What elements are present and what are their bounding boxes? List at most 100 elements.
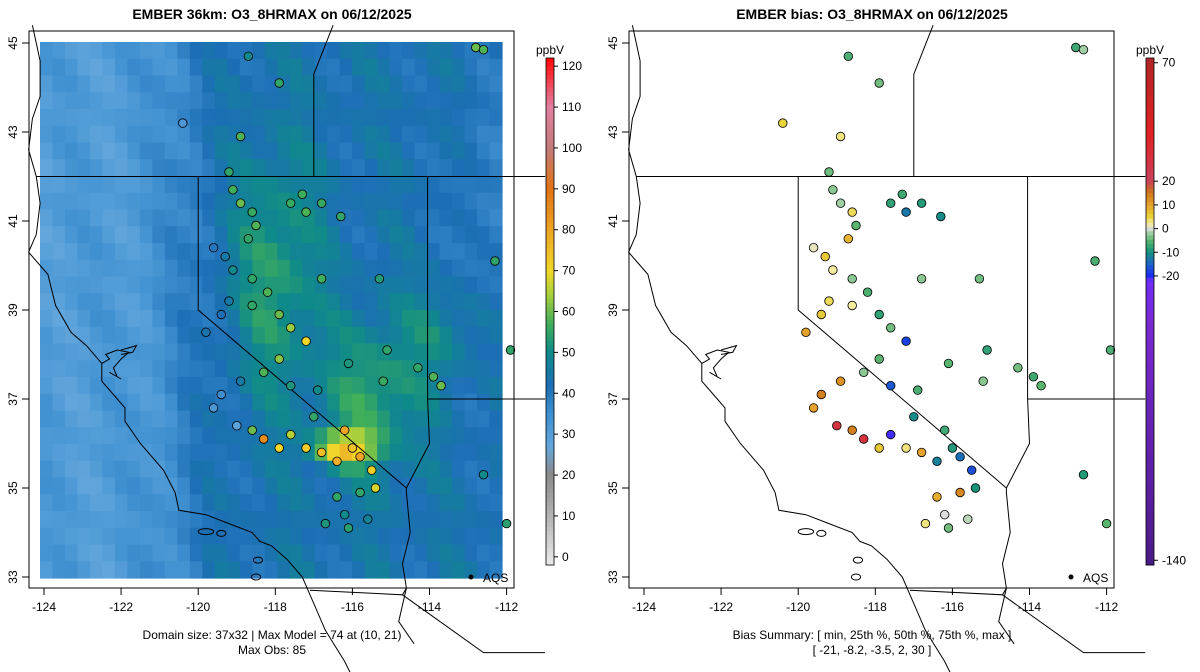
model-grid-cell <box>239 310 253 328</box>
model-grid-cell <box>452 460 466 479</box>
model-grid-cell <box>377 92 391 110</box>
bay-shoreline <box>701 349 730 380</box>
left-title: EMBER 36km: O3_8HRMAX on 06/12/2025 <box>132 6 412 22</box>
model-grid-cell <box>202 58 216 77</box>
model-grid-cell <box>302 142 316 160</box>
model-grid-cell <box>139 494 153 512</box>
model-grid-cell <box>427 42 441 60</box>
model-grid-cell <box>464 293 478 311</box>
model-grid-cell <box>464 561 478 579</box>
model-grid-cell <box>214 109 228 127</box>
colorbar-segment <box>546 332 554 338</box>
model-grid-cell <box>239 477 253 495</box>
model-grid-cell <box>352 511 366 529</box>
colorbar-segment <box>1146 83 1154 89</box>
model-grid-cell <box>452 209 466 227</box>
obs-site-marker <box>247 274 257 284</box>
model-grid-cell <box>414 109 428 127</box>
obs-site-marker <box>843 51 854 62</box>
model-grid-cell <box>239 360 253 378</box>
colorbar-segment <box>546 341 554 346</box>
model-grid-cell <box>489 192 503 211</box>
colorbar-segment <box>1146 252 1154 258</box>
model-grid-cell <box>414 159 428 177</box>
model-grid-cell <box>452 42 466 60</box>
model-grid-cell <box>377 427 391 445</box>
colorbar-segment <box>1146 298 1154 304</box>
model-grid-cell <box>164 544 178 562</box>
model-grid-cell <box>364 494 378 512</box>
model-grid-cell <box>427 427 441 445</box>
model-grid-cell <box>327 393 341 412</box>
model-grid-cell <box>477 209 491 227</box>
obs-site-marker <box>862 287 873 297</box>
model-grid-cell <box>314 343 328 361</box>
x-tick-label: -122 <box>709 600 733 614</box>
model-grid-cell <box>264 75 278 93</box>
obs-site-marker <box>920 518 931 529</box>
colorbar-segment <box>546 400 554 405</box>
colorbar-segment <box>1146 214 1154 220</box>
model-grid-cell <box>414 293 428 311</box>
model-grid-cell <box>314 243 328 261</box>
model-grid-cell <box>189 209 203 227</box>
colorbar-segment <box>546 446 554 452</box>
model-grid-cell <box>302 360 316 378</box>
model-grid-cell <box>402 226 416 244</box>
colorbar-segment <box>1146 510 1154 515</box>
colorbar-segment <box>546 307 554 312</box>
model-grid-cell <box>402 310 416 328</box>
colorbar-segment <box>546 434 554 439</box>
model-grid-cell <box>214 343 228 361</box>
model-grid-cell <box>277 109 291 127</box>
obs-site-marker <box>316 198 327 208</box>
model-grid-cell <box>164 444 178 462</box>
model-grid-cell <box>189 360 203 378</box>
model-grid-cell <box>64 276 79 294</box>
model-grid-cell <box>464 58 478 77</box>
island-outline <box>852 556 864 564</box>
colorbar-tick-label: 70 <box>562 264 576 278</box>
model-grid-cell <box>264 176 278 194</box>
model-grid-cell <box>477 159 491 177</box>
model-grid-cell <box>214 410 228 428</box>
model-grid-cell <box>52 410 66 428</box>
model-grid-cell <box>314 75 328 93</box>
model-grid-cell <box>377 226 391 244</box>
model-grid-cell <box>64 192 79 211</box>
model-grid-cell <box>377 444 391 462</box>
model-grid-cell <box>139 226 153 244</box>
model-grid-cell <box>489 494 503 512</box>
right-colorbar-unit: ppbV <box>1136 43 1164 57</box>
colorbar-segment <box>1146 374 1154 380</box>
model-grid-cell <box>164 410 178 428</box>
obs-site-marker <box>232 421 242 431</box>
colorbar-segment <box>1146 176 1154 182</box>
model-grid-cell <box>264 58 278 77</box>
model-grid-cell <box>189 142 203 160</box>
model-grid-cell <box>439 276 453 294</box>
model-grid-cell <box>40 92 54 110</box>
model-grid-cell <box>52 276 66 294</box>
model-grid-cell <box>364 226 378 244</box>
colorbar-segment <box>1146 539 1154 545</box>
model-grid-cell <box>352 109 366 127</box>
model-grid-cell <box>377 209 391 227</box>
x-tick-label: -112 <box>495 600 518 614</box>
model-grid-cell <box>339 176 353 194</box>
colorbar-segment <box>546 476 554 481</box>
model-grid-cell <box>227 243 241 261</box>
model-grid-cell <box>452 360 466 378</box>
model-grid-cell <box>339 410 353 428</box>
model-grid-cell <box>127 259 141 278</box>
model-grid-cell <box>252 326 266 345</box>
model-grid-cell <box>239 494 253 512</box>
model-grid-cell <box>427 58 441 77</box>
model-grid-cell <box>102 393 116 412</box>
model-grid-cell <box>414 511 428 529</box>
model-grid-cell <box>89 259 104 278</box>
model-grid-cell <box>102 460 116 479</box>
model-grid-cell <box>289 310 303 328</box>
model-grid-cell <box>89 410 104 428</box>
colorbar-segment <box>546 324 554 329</box>
